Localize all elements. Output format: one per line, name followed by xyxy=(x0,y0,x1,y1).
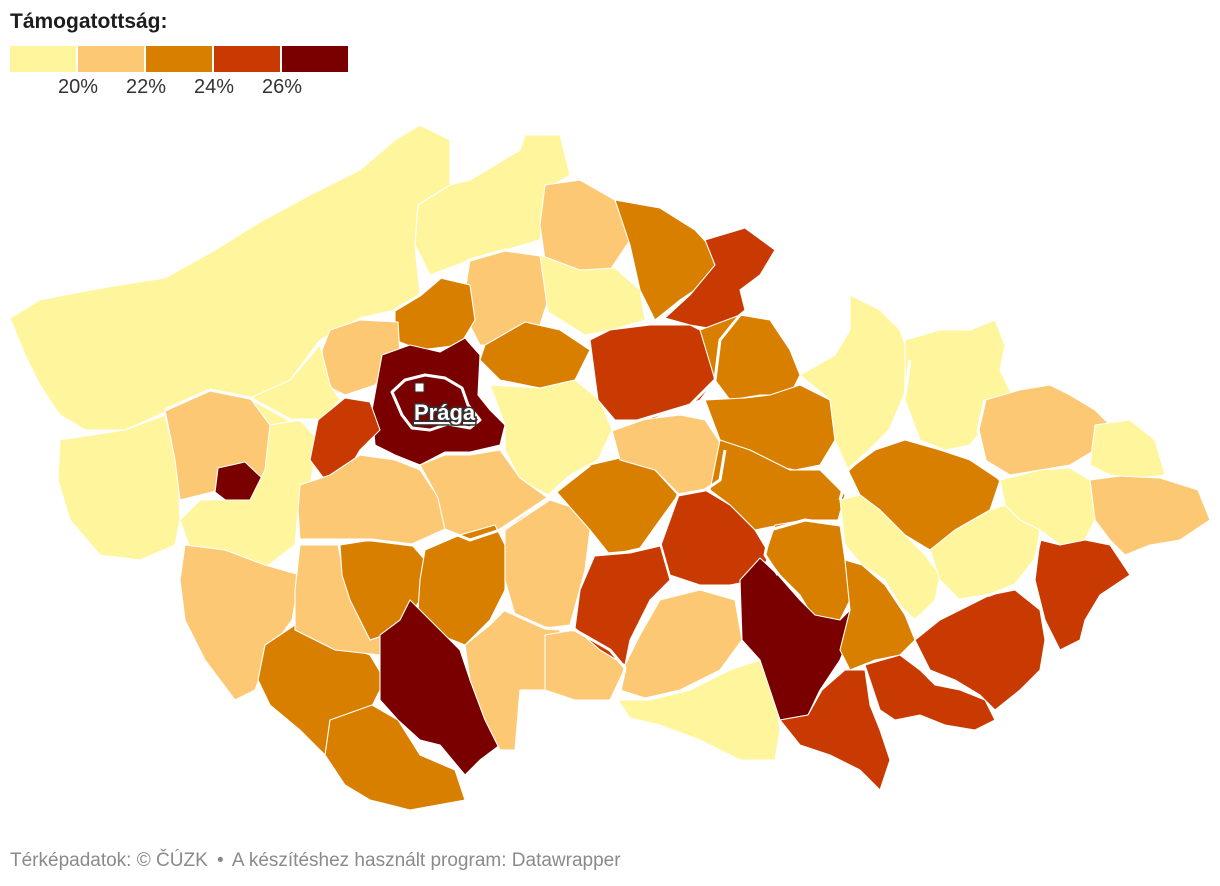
legend-swatch-2 xyxy=(78,46,144,72)
region-border xyxy=(611,314,742,432)
legend-label-26: 26% xyxy=(261,76,303,98)
region[interactable] xyxy=(589,324,721,421)
legend-labels: 20% 22% 24% 26% xyxy=(10,76,350,100)
capital-marker xyxy=(414,382,425,393)
legend-color-scale xyxy=(10,46,350,72)
region[interactable] xyxy=(1089,475,1211,556)
region[interactable] xyxy=(539,254,646,336)
map-regions xyxy=(9,124,1211,811)
region[interactable] xyxy=(864,654,996,731)
legend-label-22: 22% xyxy=(125,76,167,98)
region-border xyxy=(164,388,318,422)
region-border xyxy=(976,399,1002,481)
capital-label[interactable]: Prága xyxy=(413,399,478,427)
region-border xyxy=(763,518,841,576)
legend-swatch-5 xyxy=(282,46,348,72)
legend-swatch-1 xyxy=(10,46,76,72)
region-border xyxy=(838,359,912,501)
legend-title: Támogatottság: xyxy=(10,10,168,33)
region-border xyxy=(914,539,1042,622)
region-border xyxy=(504,608,627,701)
region[interactable] xyxy=(699,314,801,401)
region[interactable] xyxy=(779,669,891,791)
footer-separator: • xyxy=(217,850,224,871)
prague-border xyxy=(390,373,482,432)
region[interactable] xyxy=(914,589,1046,711)
kraj-borders xyxy=(164,248,1042,701)
region[interactable] xyxy=(324,704,466,811)
region[interactable] xyxy=(504,499,591,629)
legend-swatch-4 xyxy=(214,46,280,72)
region-border xyxy=(394,248,541,312)
region[interactable] xyxy=(57,414,181,561)
region[interactable] xyxy=(414,134,571,276)
region[interactable] xyxy=(1034,539,1131,651)
region[interactable] xyxy=(417,524,506,646)
prague-outline xyxy=(390,373,482,432)
legend-label-20: 20% xyxy=(57,76,99,98)
region[interactable] xyxy=(309,397,381,481)
tool-credit[interactable]: A készítéshez használt program: Datawrap… xyxy=(231,850,621,871)
region-border xyxy=(300,463,591,547)
region[interactable] xyxy=(1089,419,1166,479)
region[interactable] xyxy=(249,344,341,426)
region[interactable] xyxy=(489,379,613,496)
region[interactable] xyxy=(554,457,679,556)
legend-label-24: 24% xyxy=(193,76,235,98)
map-data-credit: Térképadatok: © ČÚZK xyxy=(10,850,208,871)
region-border xyxy=(594,449,727,557)
legend-swatch-3 xyxy=(146,46,212,72)
region[interactable] xyxy=(617,659,781,761)
footer: Térképadatok: © ČÚZK • A készítéshez has… xyxy=(10,850,625,872)
region[interactable] xyxy=(539,179,631,273)
region[interactable] xyxy=(371,337,506,466)
